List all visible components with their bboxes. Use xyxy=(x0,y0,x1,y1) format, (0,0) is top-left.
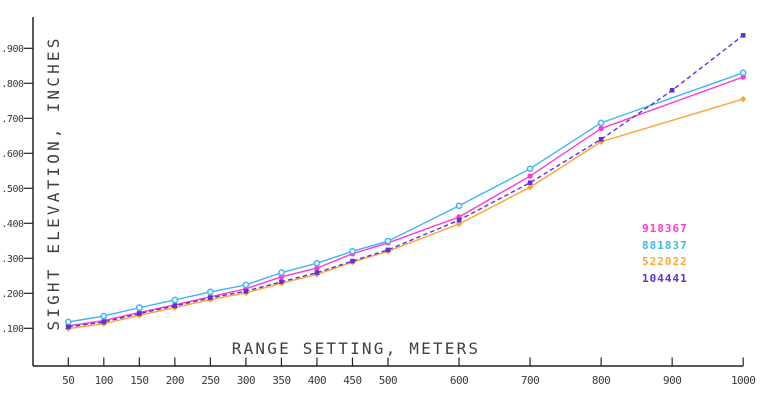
y-axis-title: SIGHT ELEVATION, INCHES xyxy=(44,35,63,330)
data-point xyxy=(171,296,179,304)
y-tick-label: .700 xyxy=(1,114,24,125)
axes: 50 100 150 200 250 300 350 400 450 500 600 700 800 90… xyxy=(1,17,756,387)
data-point xyxy=(243,288,249,294)
y-tick-label: .800 xyxy=(1,79,24,90)
data-point xyxy=(598,137,604,142)
y-tick-label: .500 xyxy=(1,184,24,195)
x-tick-label: 600 xyxy=(450,374,468,387)
data-point xyxy=(350,258,355,264)
y-tick-label: .900 xyxy=(1,44,24,55)
legend-item-522022: 522022 xyxy=(642,255,688,268)
data-point xyxy=(208,295,213,301)
data-point xyxy=(526,184,534,191)
data-point xyxy=(100,312,108,320)
data-point xyxy=(278,269,285,276)
data-point xyxy=(740,33,746,38)
series-line-522022 xyxy=(68,98,744,330)
data-point xyxy=(313,259,321,267)
x-tick-label: 200 xyxy=(166,374,184,387)
data-point xyxy=(385,247,391,253)
x-tick-label: 800 xyxy=(592,374,610,387)
legend-item-104441: 104441 xyxy=(642,271,688,285)
x-tick-label: 1000 xyxy=(731,374,756,387)
legend-item-918367: 918367 xyxy=(642,222,688,235)
x-tick-label: 50 xyxy=(62,374,74,387)
y-tick-label: .100 xyxy=(1,324,24,335)
data-point xyxy=(597,119,605,127)
data-point xyxy=(207,288,214,296)
y-tick-label: .600 xyxy=(1,149,24,160)
x-tick-label: 400 xyxy=(308,374,326,387)
series-522022 xyxy=(65,95,747,332)
x-tick-label: 700 xyxy=(521,374,539,387)
data-point xyxy=(349,247,356,255)
data-point xyxy=(527,180,533,185)
series-104441 xyxy=(66,33,746,330)
data-point xyxy=(66,324,71,330)
series-918367 xyxy=(65,74,746,329)
legend: 918367 881837 522022 104441 xyxy=(642,221,688,287)
x-tick-label: 900 xyxy=(663,374,681,387)
data-point xyxy=(669,88,675,93)
series-881837 xyxy=(64,69,747,326)
data-point xyxy=(137,311,142,316)
series-line-918367 xyxy=(68,76,744,327)
x-tick-label: 100 xyxy=(95,374,113,387)
series-line-104441 xyxy=(68,34,744,328)
data-point xyxy=(740,95,747,103)
x-axis-title: RANGE SETTING, METERS xyxy=(232,339,481,358)
y-tick-label: .200 xyxy=(1,289,24,300)
data-point xyxy=(314,265,320,271)
legend-item-881837: 881837 xyxy=(642,238,688,252)
data-point xyxy=(101,319,107,325)
data-point xyxy=(597,138,605,145)
data-point xyxy=(135,304,143,311)
x-tick-label: 500 xyxy=(379,374,397,387)
data-point xyxy=(279,279,284,285)
data-point xyxy=(456,217,462,223)
data-point xyxy=(172,303,178,309)
data-series-layer xyxy=(64,33,747,332)
data-point xyxy=(455,202,463,210)
data-point xyxy=(384,237,392,245)
x-tick-label: 300 xyxy=(237,374,255,387)
data-point xyxy=(598,125,604,132)
y-tick-label: .300 xyxy=(1,254,24,265)
data-point xyxy=(314,270,320,275)
x-tick-label: 150 xyxy=(130,374,148,387)
y-tick-label: .400 xyxy=(1,219,24,230)
x-tick-label: 350 xyxy=(272,374,290,387)
series-line-881837 xyxy=(68,72,744,323)
data-point xyxy=(242,281,250,289)
x-tick-label: 250 xyxy=(201,374,219,387)
data-point xyxy=(64,318,72,326)
data-point xyxy=(527,173,533,179)
data-point xyxy=(739,69,747,77)
x-tick-label: 450 xyxy=(343,374,361,387)
data-point xyxy=(526,165,534,173)
